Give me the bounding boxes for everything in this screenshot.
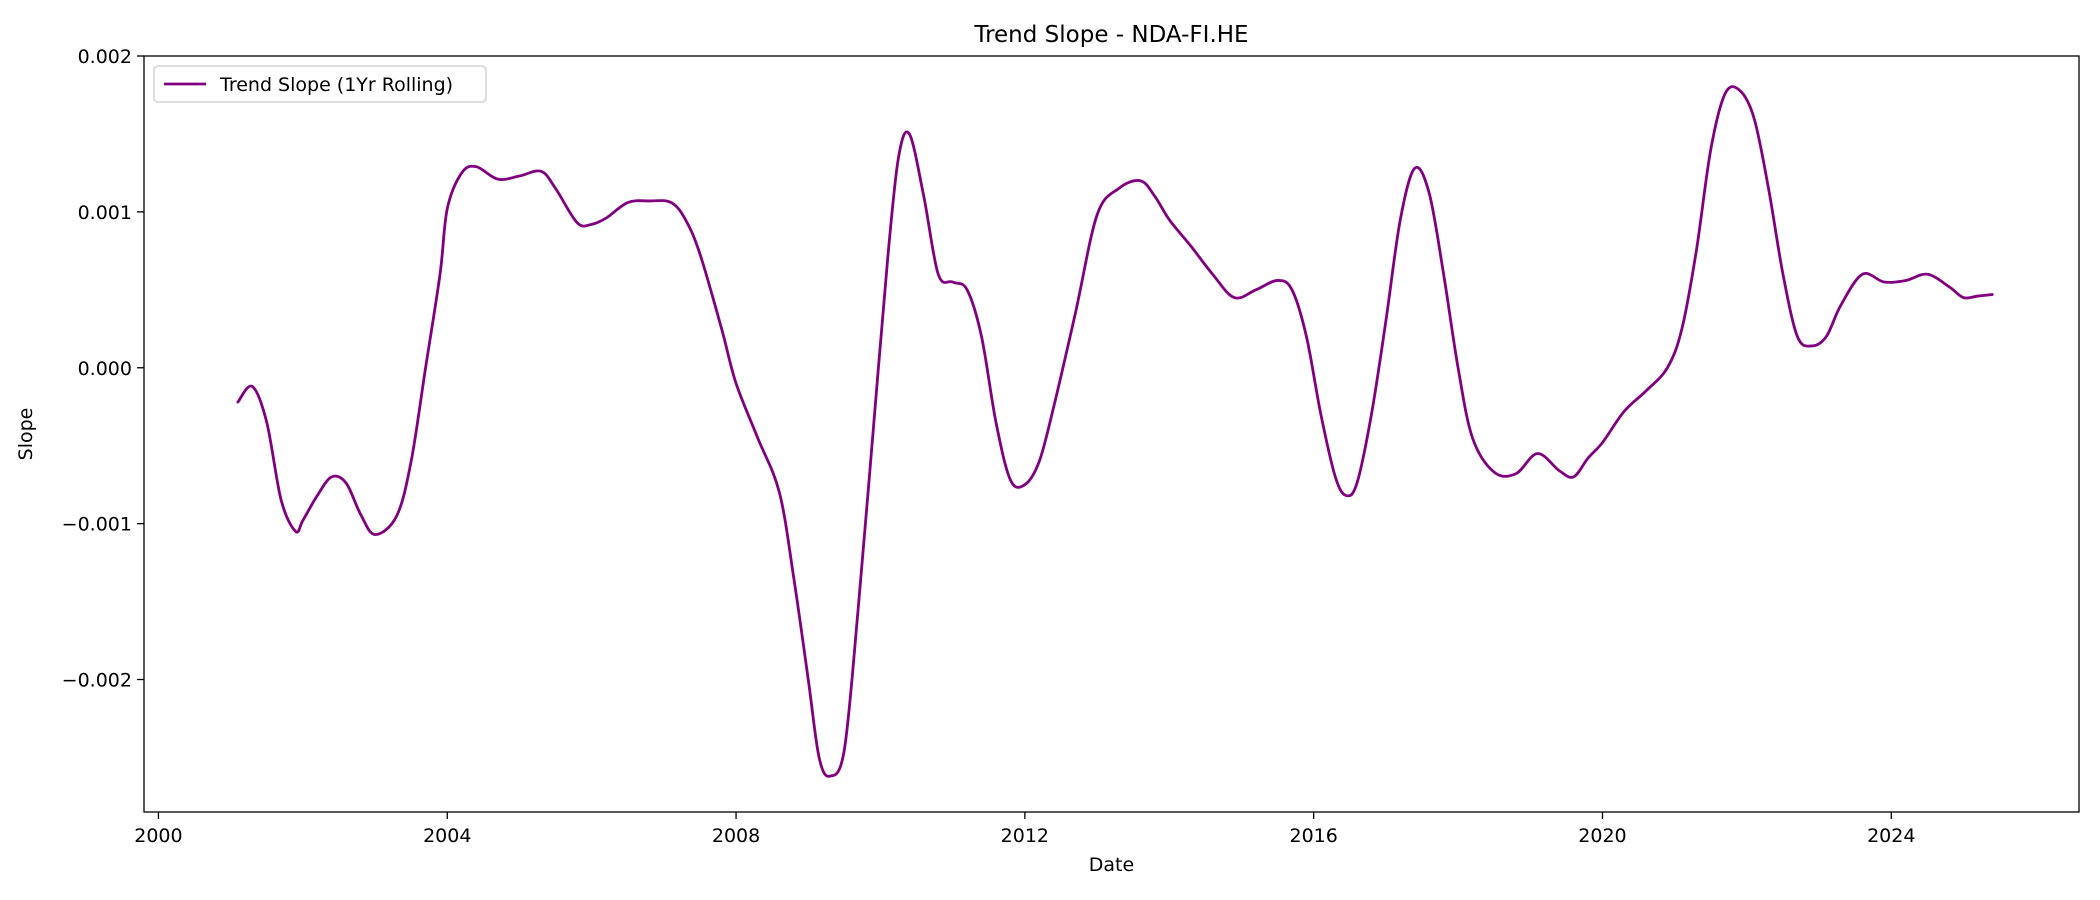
y-tick-label: 0.000: [78, 358, 132, 380]
y-axis: −0.002 −0.001 0.000 0.001 0.002: [62, 46, 144, 692]
legend-box: [153, 65, 487, 103]
x-tick-label: 2008: [712, 825, 760, 847]
x-tick-label: 2024: [1867, 825, 1915, 847]
y-tick-label: −0.001: [62, 514, 132, 536]
x-axis: 2000 2004 2008 2012 2016 2020 2024: [134, 812, 1915, 847]
legend-label: Trend Slope (1Yr Rolling): [219, 74, 453, 96]
y-axis-title: Slope: [15, 408, 37, 461]
x-axis-title: Date: [1089, 854, 1134, 876]
y-tick-label: 0.002: [78, 46, 132, 68]
y-tick-label: −0.002: [62, 670, 132, 692]
plot-frame: [143, 55, 2080, 813]
x-tick-label: 2016: [1289, 825, 1337, 847]
series-line-trend-slope: [236, 85, 1994, 778]
chart-title: Trend Slope - NDA-FI.HE: [973, 22, 1248, 48]
x-tick-label: 2000: [134, 825, 182, 847]
x-tick-label: 2012: [1001, 825, 1049, 847]
y-tick-label: 0.001: [78, 202, 132, 224]
x-tick-label: 2004: [423, 825, 471, 847]
x-tick-label: 2020: [1578, 825, 1626, 847]
plot-area: [143, 55, 2080, 813]
legend: Trend Slope (1Yr Rolling): [153, 65, 487, 103]
